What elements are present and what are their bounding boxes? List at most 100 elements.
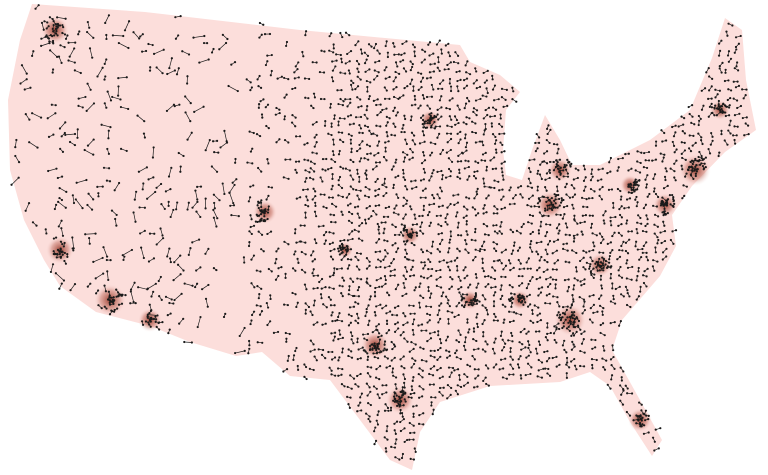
- network-node: [349, 138, 353, 145]
- network-node: [350, 79, 355, 85]
- network-node: [320, 49, 326, 53]
- network-node: [365, 79, 372, 84]
- network-node: [46, 112, 57, 120]
- network-node: [499, 113, 502, 120]
- network-node: [661, 156, 665, 163]
- network-node: [502, 104, 509, 108]
- network-node: [400, 130, 406, 134]
- network-node: [384, 146, 387, 153]
- network-node: [385, 121, 389, 127]
- network-node: [725, 30, 729, 37]
- network-node: [290, 121, 297, 128]
- network-node: [327, 132, 333, 137]
- network-node: [546, 128, 552, 136]
- network-node: [402, 67, 408, 73]
- network-node: [363, 124, 370, 129]
- network-node: [448, 77, 452, 85]
- network-node: [31, 50, 35, 57]
- network-node: [77, 95, 87, 100]
- network-node: [385, 115, 391, 120]
- network-node: [636, 150, 643, 154]
- network-node: [354, 85, 360, 91]
- network-node: [356, 96, 362, 101]
- network-node: [117, 76, 128, 80]
- network-node: [392, 42, 396, 48]
- network-node: [329, 102, 332, 109]
- network-node: [283, 93, 288, 99]
- network-node: [733, 48, 738, 54]
- network-node: [741, 88, 748, 91]
- network-node: [447, 51, 452, 58]
- network-node: [445, 132, 453, 135]
- network-node: [728, 119, 732, 127]
- network-node: [346, 49, 353, 56]
- network-node: [402, 156, 407, 163]
- network-node: [700, 139, 704, 146]
- network-node: [60, 131, 66, 138]
- network-node: [86, 20, 91, 29]
- network-node: [28, 141, 39, 149]
- network-node: [347, 133, 353, 137]
- network-node: [720, 129, 723, 136]
- network-node: [346, 101, 352, 108]
- network-node: [376, 111, 382, 117]
- network-node: [723, 79, 730, 83]
- network-node: [481, 94, 488, 98]
- network-node: [295, 135, 302, 138]
- network-node: [482, 129, 486, 136]
- network-node: [256, 74, 261, 81]
- network-node: [293, 76, 300, 80]
- network-node: [456, 130, 462, 135]
- network-node: [347, 114, 353, 118]
- network-node: [462, 77, 469, 82]
- network-node: [474, 67, 478, 73]
- network-node: [482, 69, 489, 75]
- network-node: [727, 88, 733, 92]
- network-node: [204, 138, 211, 152]
- network-node: [193, 105, 205, 113]
- network-node: [347, 69, 351, 75]
- network-node: [401, 40, 408, 46]
- network-node: [291, 114, 297, 119]
- network-node: [392, 106, 396, 113]
- network-node: [19, 78, 28, 85]
- network-node: [256, 166, 263, 173]
- network-node: [422, 151, 426, 157]
- network-node: [275, 138, 281, 144]
- network-node: [456, 85, 460, 93]
- network-node: [727, 57, 733, 63]
- network-node: [186, 131, 193, 141]
- network-node: [167, 166, 173, 178]
- network-node: [111, 95, 122, 101]
- network-node: [336, 89, 343, 92]
- network-node: [465, 116, 471, 120]
- network-node: [726, 96, 732, 102]
- network-node: [726, 50, 731, 57]
- network-node: [363, 157, 370, 161]
- network-node: [111, 34, 125, 38]
- network-node: [40, 21, 45, 31]
- network-node: [365, 143, 372, 148]
- network-node: [733, 112, 741, 117]
- network-node: [249, 86, 253, 92]
- network-node: [132, 31, 141, 40]
- network-node: [466, 96, 471, 103]
- network-node: [426, 104, 432, 110]
- network-node: [179, 165, 182, 173]
- network-node: [409, 78, 414, 86]
- network-node: [337, 131, 344, 134]
- network-node: [440, 48, 443, 55]
- network-node: [384, 75, 391, 80]
- network-node: [681, 156, 687, 161]
- network-node: [186, 75, 189, 85]
- network-node: [464, 141, 469, 149]
- network-node: [742, 94, 747, 100]
- network-node: [471, 130, 477, 135]
- network-node: [465, 71, 472, 76]
- network-node: [717, 151, 721, 158]
- network-node: [421, 130, 426, 137]
- network-node: [344, 98, 352, 101]
- network-node: [438, 95, 443, 102]
- network-node: [59, 147, 65, 154]
- network-node: [338, 117, 346, 120]
